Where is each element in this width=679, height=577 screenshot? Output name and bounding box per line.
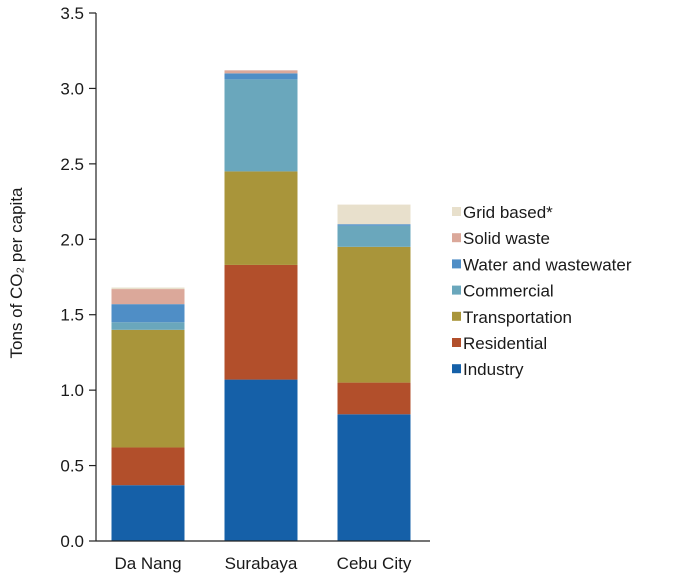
y-axis-title: Tons of CO₂ per capita <box>7 187 26 359</box>
bar-segment <box>224 79 298 172</box>
legend-swatch <box>452 259 461 269</box>
bar-segment <box>111 289 185 305</box>
bar-segment <box>111 287 185 290</box>
y-tick-label: 2.5 <box>60 155 84 174</box>
bar-segment <box>224 171 298 265</box>
legend-swatch <box>452 311 461 321</box>
bar-segment <box>224 73 298 80</box>
bar-segment <box>337 414 411 541</box>
bars <box>111 70 411 541</box>
x-tick-label: Surabaya <box>225 554 298 573</box>
legend-label: Residential <box>463 334 547 353</box>
y-tick-label: 3.0 <box>60 79 84 98</box>
bar-segment <box>111 322 185 330</box>
legend: Grid based* Solid waste Water and wastewat… <box>452 203 632 379</box>
legend-swatch <box>452 285 461 295</box>
bar-segment <box>224 379 298 541</box>
legend-label: Grid based* <box>463 203 553 222</box>
legend-label: Commercial <box>463 282 554 301</box>
legend-swatch <box>452 233 461 243</box>
bar-segment <box>337 204 411 225</box>
x-axis: Da Nang Surabaya Cebu City <box>96 540 430 573</box>
bar-segment <box>111 304 185 323</box>
y-axis: 0.0 0.5 1.0 1.5 2.0 2.5 3.0 3.5 <box>60 4 97 551</box>
bar-segment <box>111 329 185 448</box>
bar-segment <box>111 485 185 541</box>
bar-segment <box>337 246 411 383</box>
legend-label: Water and wastewater <box>463 255 632 274</box>
bar-segment <box>224 70 298 74</box>
legend-label: Industry <box>463 360 524 379</box>
legend-swatch <box>452 338 461 347</box>
bar-segment <box>337 382 411 415</box>
x-tick-label: Cebu City <box>337 554 412 573</box>
y-tick-label: 1.0 <box>60 381 84 400</box>
bar-segment <box>224 264 298 380</box>
bar-segment <box>337 224 411 226</box>
legend-label: Solid waste <box>463 229 550 248</box>
bar-segment <box>337 225 411 247</box>
y-tick-label: 0.0 <box>60 532 84 551</box>
bar-segment <box>111 447 185 486</box>
y-tick-label: 3.5 <box>60 4 84 23</box>
legend-label: Transportation <box>463 308 572 327</box>
legend-swatch <box>452 207 461 216</box>
y-tick-label: 1.5 <box>60 306 84 325</box>
y-tick-label: 0.5 <box>60 457 84 476</box>
x-tick-label: Da Nang <box>114 554 181 573</box>
y-tick-label: 2.0 <box>60 230 84 249</box>
legend-swatch <box>452 364 461 374</box>
